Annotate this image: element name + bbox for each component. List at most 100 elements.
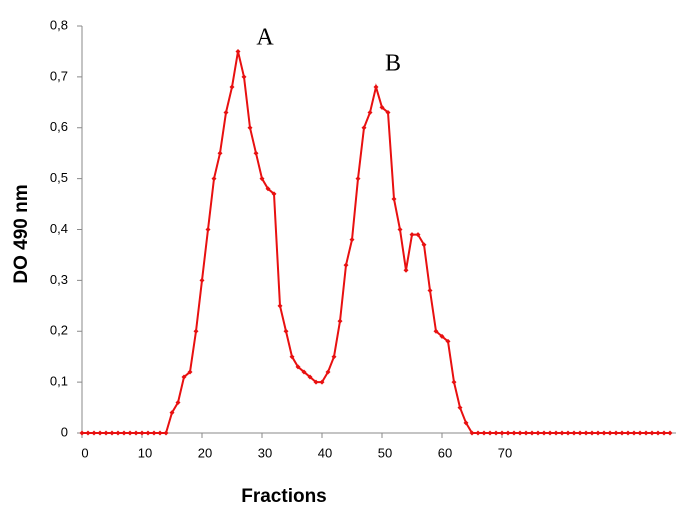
data-point xyxy=(199,277,205,283)
data-point xyxy=(295,364,301,370)
data-point xyxy=(235,48,241,54)
data-point xyxy=(337,318,343,324)
data-point xyxy=(463,420,469,426)
data-point xyxy=(343,262,349,268)
data-point xyxy=(355,176,361,182)
data-point xyxy=(349,237,355,243)
y-tick-label: 0,3 xyxy=(50,272,68,287)
data-point xyxy=(577,430,583,436)
data-point xyxy=(451,379,457,385)
data-point xyxy=(457,405,463,411)
data-point xyxy=(103,430,109,436)
y-tick-label: 0,1 xyxy=(50,374,68,389)
y-tick-label: 0,5 xyxy=(50,170,68,185)
data-point xyxy=(523,430,529,436)
data-point xyxy=(631,430,637,436)
data-point xyxy=(535,430,541,436)
data-point xyxy=(601,430,607,436)
data-point xyxy=(181,374,187,380)
data-point xyxy=(487,430,493,436)
data-point xyxy=(661,430,667,436)
annotation: B xyxy=(385,51,401,77)
data-point xyxy=(373,84,379,90)
data-point xyxy=(97,430,103,436)
data-point xyxy=(643,430,649,436)
data-point xyxy=(625,430,631,436)
data-point xyxy=(301,369,307,375)
data-point xyxy=(241,74,247,80)
data-point xyxy=(187,369,193,375)
data-point xyxy=(145,430,151,436)
data-point xyxy=(313,379,319,385)
x-tick-label: 10 xyxy=(138,445,152,460)
data-point xyxy=(649,430,655,436)
data-point xyxy=(205,227,211,232)
data-point xyxy=(175,399,181,405)
data-point xyxy=(667,430,673,436)
data-point xyxy=(79,430,85,436)
y-tick-label: 0,2 xyxy=(50,323,68,338)
data-point xyxy=(361,125,367,131)
x-tick-label: 20 xyxy=(198,445,212,460)
x-tick-label: 40 xyxy=(318,445,332,460)
data-point xyxy=(211,176,217,182)
data-point xyxy=(541,430,547,436)
x-tick-label: 60 xyxy=(438,445,452,460)
data-point xyxy=(553,430,559,436)
data-point xyxy=(607,430,613,436)
data-line xyxy=(82,51,670,434)
data-point xyxy=(571,430,577,436)
data-point xyxy=(547,430,553,436)
x-tick-label: 70 xyxy=(498,445,512,460)
y-axis-label: DO 490 nm xyxy=(11,184,32,283)
x-tick-label: 50 xyxy=(378,445,392,460)
y-tick-label: 0,6 xyxy=(50,119,68,134)
data-point xyxy=(169,410,175,416)
data-point xyxy=(595,430,601,436)
data-point xyxy=(613,430,619,436)
data-point xyxy=(655,430,661,436)
data-point xyxy=(529,430,535,436)
data-point xyxy=(367,109,373,115)
data-point xyxy=(91,430,97,436)
data-point xyxy=(421,242,427,248)
data-point xyxy=(253,150,259,156)
x-tick-label: 0 xyxy=(81,445,88,460)
y-tick-label: 0,4 xyxy=(50,221,68,236)
data-point xyxy=(157,430,163,436)
data-point xyxy=(565,430,571,436)
data-point xyxy=(469,430,475,436)
data-point xyxy=(115,430,121,436)
data-point xyxy=(109,430,115,436)
data-point xyxy=(505,430,511,436)
data-point xyxy=(139,430,145,436)
data-point xyxy=(481,430,487,436)
data-point xyxy=(559,430,565,436)
data-point xyxy=(229,84,235,90)
data-point xyxy=(325,369,331,375)
data-point xyxy=(415,232,421,238)
data-point xyxy=(445,338,451,344)
data-point xyxy=(247,125,253,131)
data-point xyxy=(259,176,265,182)
data-point xyxy=(193,328,199,334)
data-point xyxy=(493,430,499,436)
data-point xyxy=(439,333,445,339)
data-point xyxy=(217,150,223,156)
data-point xyxy=(379,104,385,110)
data-point xyxy=(409,232,415,238)
data-point xyxy=(265,186,271,192)
data-point xyxy=(127,430,133,436)
data-point xyxy=(517,430,523,436)
data-point xyxy=(583,430,589,436)
data-point xyxy=(277,303,283,309)
data-point xyxy=(397,227,403,232)
data-point xyxy=(133,430,139,436)
data-point xyxy=(319,379,325,385)
data-point xyxy=(289,354,295,360)
data-point xyxy=(433,328,439,334)
data-point xyxy=(427,288,433,294)
data-point xyxy=(121,430,127,436)
